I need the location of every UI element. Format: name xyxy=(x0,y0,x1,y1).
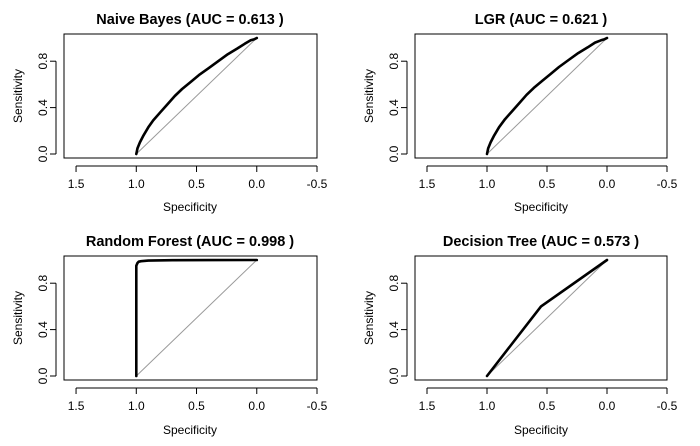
x-tick-label: -0.5 xyxy=(307,177,328,191)
x-axis-label: Specificity xyxy=(163,423,217,437)
x-tick-label: -0.5 xyxy=(307,399,328,413)
y-tick-label: 0.8 xyxy=(36,275,50,292)
plot-frame xyxy=(63,33,318,159)
x-tick-label: 0.0 xyxy=(599,177,616,191)
x-tick-label: 1.5 xyxy=(419,177,436,191)
x-tick-label: 0.0 xyxy=(248,177,265,191)
x-tick-label: 1.5 xyxy=(68,177,85,191)
x-tick-label: 0.5 xyxy=(188,177,205,191)
x-tick-label: 0.0 xyxy=(248,399,265,413)
chart-panel-lgr: LGR (AUC = 0.621 ) Specificity Sensitivi… xyxy=(362,12,678,214)
x-axis-label: Specificity xyxy=(514,423,568,437)
x-tick-label: 1.0 xyxy=(479,177,496,191)
x-tick-label: 0.5 xyxy=(539,399,556,413)
x-axis-label: Specificity xyxy=(163,200,217,214)
reference-diagonal-line xyxy=(486,37,608,155)
reference-diagonal-line xyxy=(486,259,608,377)
roc-curve-line xyxy=(135,258,259,378)
reference-diagonal-line xyxy=(135,37,258,155)
x-tick-label: 0.5 xyxy=(539,177,556,191)
x-tick-label: 1.0 xyxy=(128,177,145,191)
y-tick-label: 0.0 xyxy=(36,145,50,162)
reference-diagonal-line xyxy=(135,259,258,377)
plot-frame xyxy=(414,33,668,159)
y-tick-label: 0.4 xyxy=(36,99,50,116)
chart-title: Naive Bayes (AUC = 0.613 ) xyxy=(96,12,284,28)
y-tick-label: 0.4 xyxy=(36,321,50,338)
y-axis-label: Sensitivity xyxy=(362,69,376,123)
chart-title: Random Forest (AUC = 0.998 ) xyxy=(86,234,294,250)
y-axis-label: Sensitivity xyxy=(11,291,25,345)
x-tick-label: 1.5 xyxy=(419,399,436,413)
y-tick-label: 0.4 xyxy=(387,321,401,338)
x-tick-label: 1.0 xyxy=(479,399,496,413)
y-tick-label: 0.0 xyxy=(387,367,401,384)
roc-curve-line xyxy=(485,258,609,378)
x-tick-label: -0.5 xyxy=(657,399,678,413)
y-tick-label: 0.8 xyxy=(387,53,401,70)
chart-title: LGR (AUC = 0.621 ) xyxy=(475,12,608,28)
x-tick-label: 0.5 xyxy=(188,399,205,413)
y-axis-label: Sensitivity xyxy=(11,69,25,123)
roc-curve-line xyxy=(135,36,259,156)
roc-curve-line xyxy=(485,36,609,156)
chart-panel-decision-tree: Decision Tree (AUC = 0.573 ) Specificity… xyxy=(362,234,678,437)
y-tick-label: 0.0 xyxy=(387,145,401,162)
x-axis-label: Specificity xyxy=(514,200,568,214)
y-tick-label: 0.0 xyxy=(36,367,50,384)
x-tick-label: 0.0 xyxy=(599,399,616,413)
x-tick-label: 1.0 xyxy=(128,399,145,413)
plot-frame xyxy=(414,255,668,381)
plot-frame xyxy=(63,255,318,381)
y-tick-label: 0.8 xyxy=(387,275,401,292)
x-tick-label: 1.5 xyxy=(68,399,85,413)
chart-title: Decision Tree (AUC = 0.573 ) xyxy=(443,234,639,250)
y-axis-label: Sensitivity xyxy=(362,291,376,345)
x-tick-label: -0.5 xyxy=(657,177,678,191)
chart-panel-random-forest: Random Forest (AUC = 0.998 ) Specificity… xyxy=(11,234,328,437)
y-tick-label: 0.4 xyxy=(387,99,401,116)
chart-panel-naive-bayes: Naive Bayes (AUC = 0.613 ) Specificity S… xyxy=(11,12,328,214)
y-tick-label: 0.8 xyxy=(36,53,50,70)
